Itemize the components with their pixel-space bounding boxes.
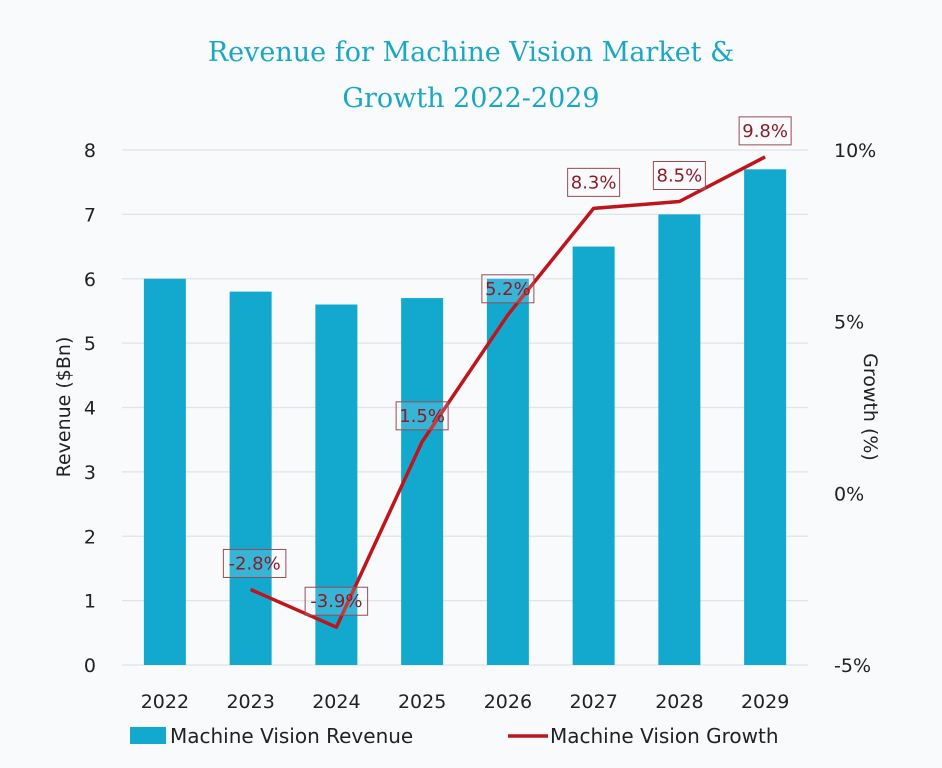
- left-tick-label: 0: [84, 655, 96, 677]
- growth-label-box: [304, 586, 369, 616]
- right-tick-label: 0%: [834, 483, 864, 505]
- left-axis-ticks: 0 1 2 3 4 5 6 7 8: [84, 140, 96, 677]
- growth-data-label: 1.5%: [399, 406, 445, 427]
- left-axis-label: Revenue ($Bn): [53, 337, 75, 478]
- x-tick-label: 2025: [398, 691, 446, 713]
- right-tick-label: -5%: [834, 655, 871, 677]
- growth-data-label: -2.8%: [229, 553, 281, 574]
- legend-label-revenue: Machine Vision Revenue: [170, 724, 413, 748]
- legend: Machine Vision Revenue Machine Vision Gr…: [130, 724, 779, 748]
- revenue-bar: [658, 214, 701, 665]
- left-tick-label: 6: [84, 269, 96, 291]
- growth-label-box: [222, 548, 287, 578]
- revenue-bar: [229, 291, 272, 665]
- growth-data-label: 8.5%: [657, 166, 703, 187]
- legend-swatch-revenue: [130, 727, 166, 744]
- right-tick-label: 5%: [834, 312, 864, 334]
- x-tick-label: 2029: [741, 691, 789, 713]
- chart-title-line-2: Growth 2022-2029: [342, 83, 600, 114]
- growth-data-label: 9.8%: [742, 121, 788, 142]
- growth-label-box: [481, 274, 535, 304]
- revenue-bar: [744, 169, 787, 665]
- growth-label-box: [567, 167, 621, 197]
- x-tick-label: 2026: [484, 691, 532, 713]
- x-tick-label: 2024: [312, 691, 360, 713]
- x-tick-label: 2027: [569, 691, 617, 713]
- revenue-bar: [572, 246, 615, 665]
- gridlines: [122, 149, 808, 666]
- revenue-bar: [143, 278, 186, 665]
- left-tick-label: 5: [84, 333, 96, 355]
- x-tick-label: 2022: [141, 691, 189, 713]
- growth-data-label: 8.3%: [571, 172, 617, 193]
- growth-label-box: [738, 116, 792, 146]
- x-axis-ticks: 2022 2023 2024 2025 2026 2027 2028 2029: [141, 691, 790, 713]
- left-tick-label: 4: [84, 398, 96, 420]
- revenue-bar: [401, 298, 444, 665]
- growth-data-label: 5.2%: [485, 279, 531, 300]
- right-tick-label: 10%: [834, 140, 876, 162]
- x-tick-label: 2028: [655, 691, 703, 713]
- left-tick-label: 3: [84, 462, 96, 484]
- growth-data-label: -3.9%: [310, 591, 362, 612]
- revenue-bar: [315, 304, 358, 665]
- growth-label-box: [395, 401, 449, 431]
- chart-title: Revenue for Machine Vision Market & Grow…: [0, 30, 942, 122]
- x-tick-label: 2023: [226, 691, 274, 713]
- revenue-bar: [486, 278, 529, 665]
- left-tick-label: 8: [84, 140, 96, 162]
- right-axis-ticks: -5% 0% 5% 10%: [834, 140, 876, 677]
- growth-line: [249, 155, 766, 629]
- legend-label-growth: Machine Vision Growth: [550, 724, 779, 748]
- growth-data-labels: -2.8% -3.9% 1.5% 5.2% 8.3% 8.5% 9.8%: [222, 116, 792, 616]
- right-axis-label: Growth (%): [859, 353, 881, 461]
- left-tick-label: 7: [84, 204, 96, 226]
- growth-label-box: [652, 161, 706, 190]
- left-tick-label: 1: [84, 591, 96, 613]
- revenue-bars: [143, 169, 787, 665]
- chart-title-line-1: Revenue for Machine Vision Market &: [207, 37, 735, 68]
- left-tick-label: 2: [84, 526, 96, 548]
